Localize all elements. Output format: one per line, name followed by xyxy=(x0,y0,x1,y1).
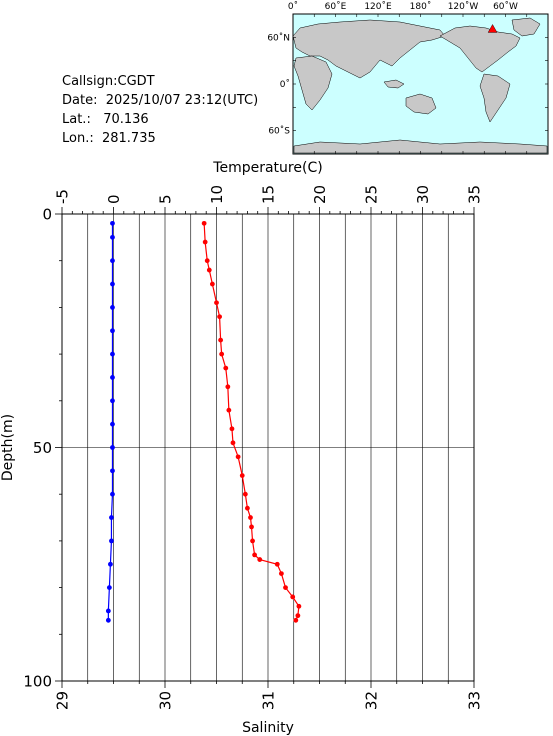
salinity-tick-label: 32 xyxy=(362,691,380,710)
depth-tick-label: 100 xyxy=(23,672,52,690)
salinity-series-point xyxy=(201,220,207,226)
map-lon-label: 60˚E xyxy=(325,1,347,12)
salinity-series-point xyxy=(249,524,254,530)
temperature-series-point xyxy=(110,421,115,427)
salinity-series-point xyxy=(225,384,231,390)
salinity-series-point xyxy=(226,407,232,413)
salinity-series-point xyxy=(248,515,253,520)
salinity-series-point xyxy=(242,491,248,497)
salinity-series-point xyxy=(202,239,208,245)
salinity-series-point xyxy=(214,300,219,306)
chart-frame xyxy=(61,213,475,682)
indonesia-shape xyxy=(383,79,405,89)
world-map: 0˚ 60˚E 120˚E 180˚ 120˚W 60˚W 60˚N 0˚ 60˚S xyxy=(267,1,549,155)
salinity-series-point xyxy=(274,561,280,567)
africa-shape xyxy=(293,55,333,111)
salinity-tick-label: 33 xyxy=(465,691,483,710)
map-lat-label: 0˚ xyxy=(280,79,290,90)
temperature-series-point xyxy=(106,585,112,590)
temperature-series-point xyxy=(110,328,115,334)
temperature-series-point xyxy=(110,351,115,357)
date-text: Date: 2025/10/07 23:12(UTC) xyxy=(62,93,259,108)
salinity-series-point xyxy=(250,538,255,544)
depth-tick-label: 50 xyxy=(33,439,52,457)
salinity-series-point xyxy=(230,440,236,446)
salinity-series-point xyxy=(283,585,288,590)
australia-shape xyxy=(405,93,437,115)
salinity-series-point xyxy=(235,454,241,460)
salinity-axis-label: Salinity xyxy=(242,720,294,736)
station-marker xyxy=(487,24,498,33)
map-lon-label: 120˚W xyxy=(448,1,479,12)
salinity-axis: 29 30 31 32 33 xyxy=(53,681,483,710)
temperature-series-point xyxy=(110,281,115,287)
salinity-series-point xyxy=(257,557,263,562)
salinity-series-point xyxy=(278,571,284,576)
map-labels: 0˚ 60˚E 120˚E 180˚ 120˚W 60˚W 60˚N 0˚ 60˚S xyxy=(267,1,518,137)
temperature-series-point xyxy=(109,538,114,544)
temperature-series-point xyxy=(110,445,115,450)
salinity-series-line xyxy=(203,223,300,621)
map-lon-label: 60˚W xyxy=(493,1,518,12)
temperature-series-point xyxy=(110,375,115,380)
salinity-series-point xyxy=(252,552,258,558)
station-info: Callsign:CGDT Date: 2025/10/07 23:12(UTC… xyxy=(62,72,258,148)
temperature-series-point xyxy=(110,398,115,404)
temperature-series-point xyxy=(105,617,111,623)
temperature-series-point xyxy=(109,515,114,520)
map-lat-label: 60˚S xyxy=(268,126,290,137)
callsign-text: Callsign:CGDT xyxy=(62,74,155,89)
latitude-text: Lat.: 70.136 xyxy=(62,112,149,127)
series-layer xyxy=(105,220,302,623)
salinity-series xyxy=(201,220,302,623)
chart-grid xyxy=(61,213,475,682)
longitude-text: Lon.: 281.735 xyxy=(62,131,156,146)
temperature-series xyxy=(105,220,115,623)
eurasia-shape xyxy=(292,19,446,79)
salinity-tick-label: 29 xyxy=(53,691,71,710)
temperature-series-point xyxy=(110,305,115,310)
salinity-series-point xyxy=(290,594,296,600)
temperature-series-line xyxy=(107,223,114,621)
temperature-series-point xyxy=(108,561,113,567)
south-america-shape xyxy=(479,73,511,123)
salinity-series-point xyxy=(209,281,215,287)
salinity-series-point xyxy=(206,267,212,273)
salinity-series-point xyxy=(296,603,302,609)
map-lat-label: 60˚N xyxy=(267,32,290,43)
salinity-series-point xyxy=(239,473,245,478)
map-lon-label: 120˚E xyxy=(364,1,392,12)
salinity-series-point xyxy=(204,258,210,264)
north-america-shape xyxy=(439,25,521,73)
salinity-series-point xyxy=(293,617,299,623)
temperature-series-point xyxy=(110,468,115,474)
salinity-series-point xyxy=(217,314,222,320)
temperature-series-point xyxy=(110,491,115,497)
salinity-series-point xyxy=(245,505,250,511)
map-lon-label: 0˚ xyxy=(288,1,298,12)
antarctica-shape xyxy=(293,139,548,154)
salinity-series-point xyxy=(223,365,229,371)
salinity-tick-label: 30 xyxy=(156,691,174,710)
temperature-series-point xyxy=(110,258,115,264)
salinity-series-point xyxy=(219,351,225,357)
temperature-series-point xyxy=(110,234,115,240)
greenland-shape xyxy=(511,17,541,37)
salinity-tick-label: 31 xyxy=(259,691,277,710)
salinity-series-point xyxy=(295,613,301,619)
map-land xyxy=(292,17,548,154)
salinity-series-point xyxy=(218,337,224,343)
temperature-series-point xyxy=(105,608,111,614)
salinity-series-point xyxy=(229,426,235,432)
depth-axis-label: Depth(m) xyxy=(0,414,16,481)
temperature-series-point xyxy=(110,220,115,226)
map-lon-label: 180˚ xyxy=(410,1,432,12)
